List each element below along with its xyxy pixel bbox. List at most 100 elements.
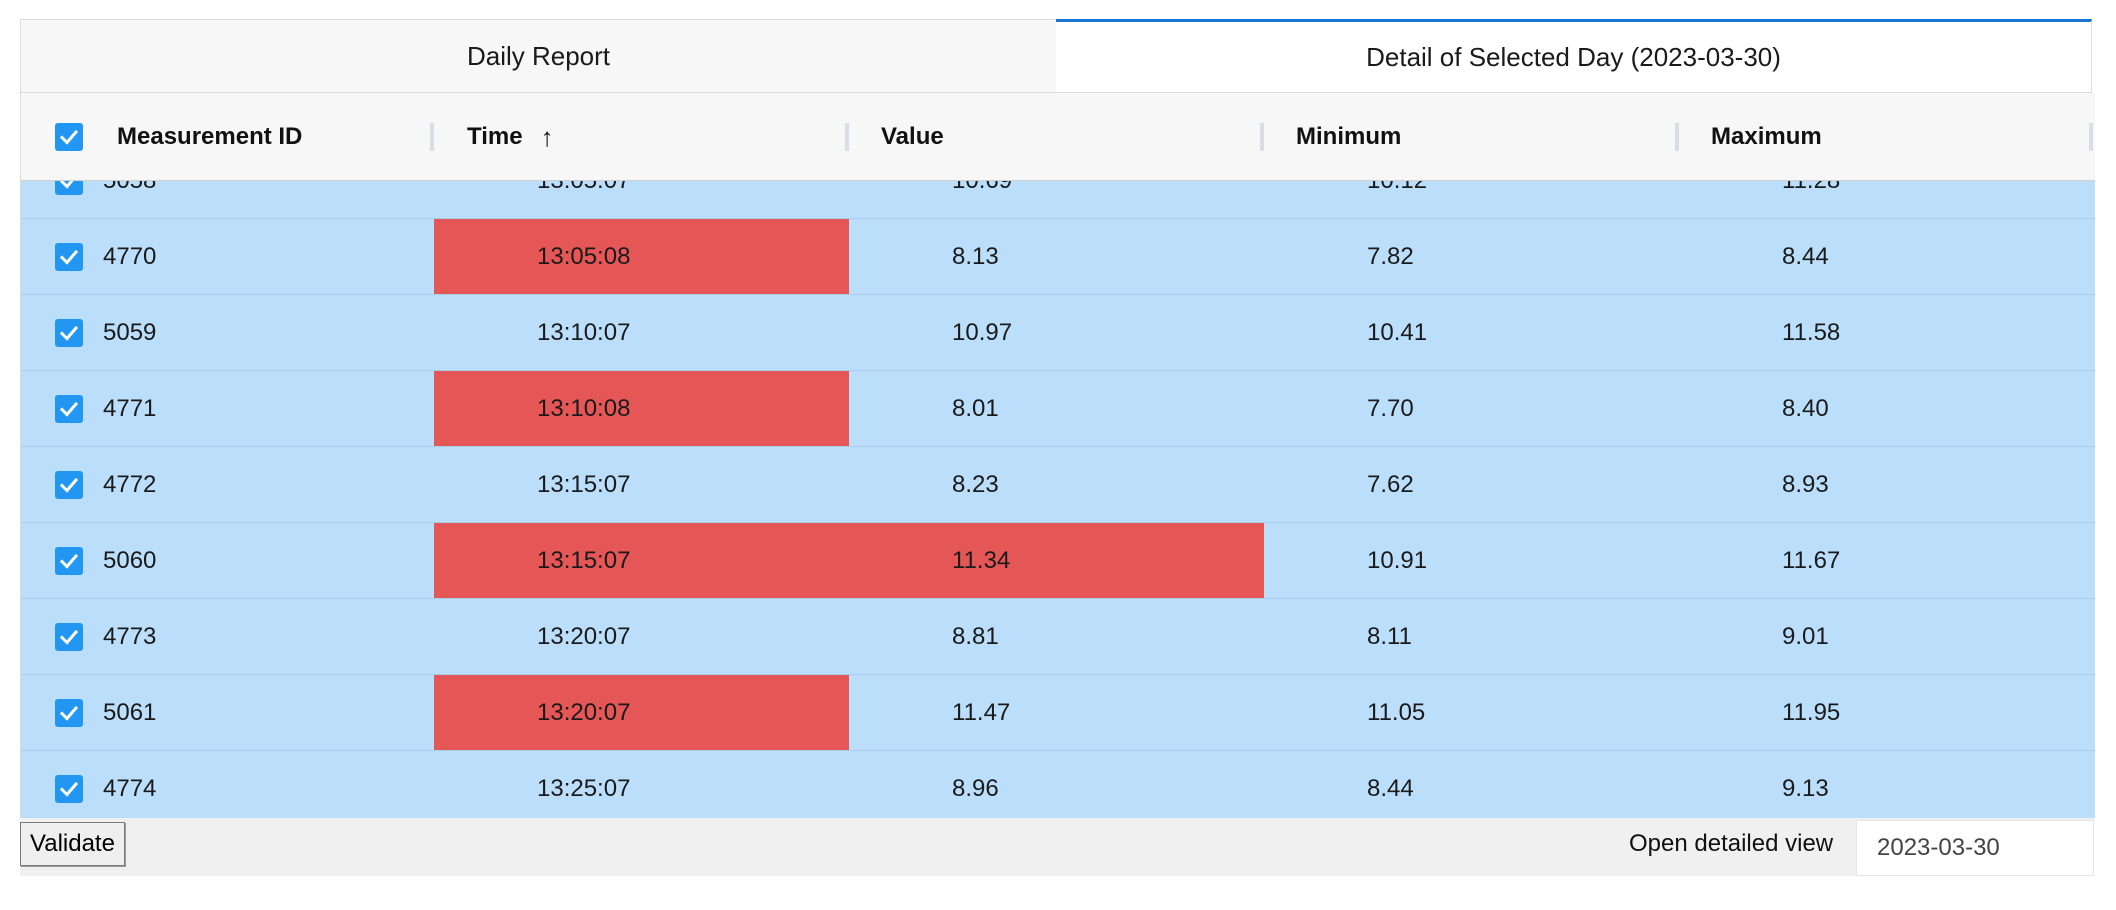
cell-time[interactable]: 13:15:07 <box>434 523 849 598</box>
column-header-label: Measurement ID <box>117 123 303 150</box>
cell-value[interactable]: 8.01 <box>952 394 999 422</box>
cell-time[interactable]: 13:05:07 <box>434 181 849 218</box>
column-header-label: Time <box>467 123 523 150</box>
row-checkbox[interactable] <box>55 547 83 575</box>
table-row[interactable]: 5060 13:15:07 11.34 10.91 11.67 <box>21 523 2095 599</box>
checkmark-icon <box>59 401 79 417</box>
cell-maximum[interactable]: 8.93 <box>1782 470 1829 498</box>
cell-measurement-id[interactable]: 4771 <box>103 394 157 422</box>
column-resize-handle[interactable] <box>1675 123 1679 151</box>
table-row[interactable]: 5061 13:20:07 11.47 11.05 11.95 <box>21 675 2095 751</box>
cell-minimum[interactable]: 11.05 <box>1367 698 1426 726</box>
tab-bar: Daily Report Detail of Selected Day (202… <box>20 19 2092 93</box>
checkmark-icon <box>59 249 79 265</box>
checkmark-icon <box>59 181 74 189</box>
cell-value[interactable]: 10.69 <box>849 181 1264 218</box>
table-row[interactable]: 4770 13:05:08 8.13 7.82 8.44 <box>21 219 2095 295</box>
checkmark-icon <box>59 325 79 341</box>
cell-time[interactable]: 13:05:08 <box>434 219 849 294</box>
row-checkbox[interactable] <box>55 471 83 499</box>
checkmark-icon <box>59 477 79 493</box>
grid-header: Measurement ID Time ↑ Value Minimum Maxi… <box>21 93 2095 181</box>
cell-time[interactable]: 13:25:07 <box>537 774 631 802</box>
cell-measurement-id[interactable]: 4772 <box>103 470 157 498</box>
cell-maximum[interactable]: 11.28 <box>1679 181 2095 218</box>
column-resize-handle[interactable] <box>1260 123 1264 151</box>
cell-maximum[interactable]: 9.13 <box>1782 774 1829 802</box>
cell-value[interactable]: 8.23 <box>952 470 999 498</box>
cell-maximum[interactable]: 11.58 <box>1782 318 1841 346</box>
cell-value[interactable]: 8.81 <box>952 622 999 650</box>
row-checkbox[interactable] <box>55 181 83 195</box>
cell-value[interactable]: 10.97 <box>952 318 1013 346</box>
column-resize-handle[interactable] <box>430 123 434 151</box>
cell-time[interactable]: 13:15:07 <box>537 470 631 498</box>
cell-minimum[interactable]: 8.44 <box>1367 774 1414 802</box>
cell-minimum[interactable]: 7.70 <box>1367 394 1414 422</box>
table-row[interactable]: 4773 13:20:07 8.81 8.11 9.01 <box>21 599 2095 675</box>
cell-minimum[interactable]: 10.91 <box>1367 546 1428 574</box>
checkmark-icon <box>59 705 79 721</box>
row-checkbox[interactable] <box>55 623 83 651</box>
table-row[interactable]: 4772 13:15:07 8.23 7.62 8.93 <box>21 447 2095 523</box>
cell-time[interactable]: 13:10:08 <box>434 371 849 446</box>
cell-minimum[interactable]: 8.11 <box>1367 622 1412 650</box>
column-header-label: Minimum <box>1296 123 1402 150</box>
checkmark-icon <box>59 129 79 145</box>
cell-minimum[interactable]: 10.41 <box>1367 318 1428 346</box>
cell-maximum[interactable]: 11.95 <box>1782 698 1841 726</box>
table-row[interactable]: 4771 13:10:08 8.01 7.70 8.40 <box>21 371 2095 447</box>
cell-value[interactable]: 8.96 <box>952 774 999 802</box>
row-checkbox[interactable] <box>55 395 83 423</box>
validate-button[interactable]: Validate <box>20 822 125 866</box>
cell-maximum[interactable]: 8.44 <box>1782 242 1829 270</box>
cell-measurement-id[interactable]: 5058 <box>103 181 433 218</box>
column-header-measurement-id[interactable]: Measurement ID <box>117 93 302 181</box>
row-checkbox[interactable] <box>55 319 83 347</box>
arrow-up-icon[interactable]: ↑ <box>540 121 554 152</box>
row-checkbox[interactable] <box>55 775 83 803</box>
checkmark-icon <box>59 629 79 645</box>
cell-measurement-id[interactable]: 4773 <box>103 622 157 650</box>
tab-daily-report[interactable]: Daily Report <box>20 19 1056 93</box>
column-header-time[interactable]: Time ↑ <box>467 93 554 181</box>
column-header-minimum[interactable]: Minimum <box>1296 93 1401 181</box>
column-resize-handle[interactable] <box>845 123 849 151</box>
column-header-label: Maximum <box>1711 123 1822 150</box>
cell-minimum[interactable]: 7.82 <box>1367 242 1414 270</box>
cell-value[interactable]: 8.13 <box>952 242 999 270</box>
column-header-maximum[interactable]: Maximum <box>1711 93 1822 181</box>
row-checkbox[interactable] <box>55 243 83 271</box>
cell-time[interactable]: 13:20:07 <box>434 675 849 750</box>
cell-minimum[interactable]: 7.62 <box>1367 470 1414 498</box>
cell-value[interactable]: 11.47 <box>952 698 1011 726</box>
cell-measurement-id[interactable]: 5059 <box>103 318 157 346</box>
cell-measurement-id[interactable]: 5061 <box>103 698 157 726</box>
footer-bar: Validate Open detailed view <box>20 818 2094 876</box>
date-field[interactable] <box>1856 820 2094 876</box>
open-detailed-view-label: Open detailed view <box>1629 830 1834 857</box>
column-header-label: Value <box>881 123 944 150</box>
cell-measurement-id[interactable]: 5060 <box>103 546 157 574</box>
cell-time[interactable]: 13:20:07 <box>537 622 631 650</box>
cell-measurement-id[interactable]: 4774 <box>103 774 157 802</box>
table-row[interactable]: 5059 13:10:07 10.97 10.41 11.58 <box>21 295 2095 371</box>
column-resize-handle[interactable] <box>2089 123 2093 151</box>
cell-measurement-id[interactable]: 4770 <box>103 242 157 270</box>
cell-time[interactable]: 13:10:07 <box>537 318 631 346</box>
select-all-checkbox[interactable] <box>55 123 83 151</box>
row-checkbox[interactable] <box>55 699 83 727</box>
column-header-value[interactable]: Value <box>881 93 944 181</box>
cell-maximum[interactable]: 9.01 <box>1782 622 1829 650</box>
cell-maximum[interactable]: 11.67 <box>1782 546 1841 574</box>
tab-detail-selected-day[interactable]: Detail of Selected Day (2023-03-30) <box>1056 19 2092 93</box>
cell-value[interactable]: 11.34 <box>849 523 1264 598</box>
cell-minimum[interactable]: 10.12 <box>1264 181 1679 218</box>
measurement-grid: Measurement ID Time ↑ Value Minimum Maxi… <box>20 93 2095 818</box>
cell-maximum[interactable]: 8.40 <box>1782 394 1829 422</box>
table-row[interactable]: 4774 13:25:07 8.96 8.44 9.13 <box>21 751 2095 818</box>
